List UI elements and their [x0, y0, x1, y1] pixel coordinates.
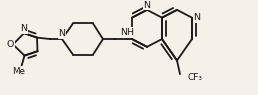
Text: Me: Me: [13, 67, 26, 76]
Text: N: N: [59, 29, 66, 38]
Text: N: N: [143, 0, 150, 10]
Text: CF₃: CF₃: [188, 73, 203, 82]
Text: N: N: [20, 24, 28, 33]
Text: O: O: [6, 40, 14, 49]
Text: N: N: [194, 13, 200, 22]
Text: NH: NH: [120, 28, 134, 37]
